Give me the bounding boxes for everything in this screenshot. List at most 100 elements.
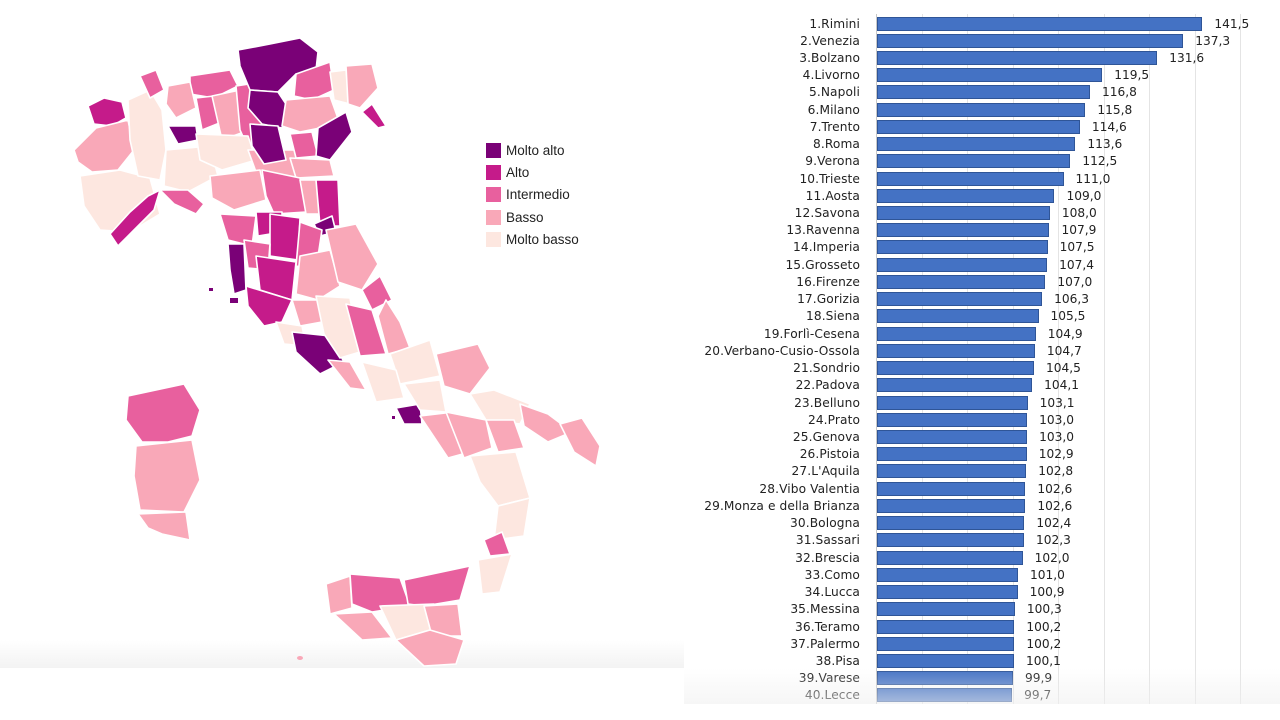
bar-row: 22.Padova 104,1	[0, 378, 1280, 395]
region-grosseto	[245, 285, 293, 327]
bar	[877, 585, 1018, 600]
bar	[877, 481, 1026, 496]
bar-value-label: 103,0	[1039, 430, 1075, 445]
bar	[877, 533, 1024, 548]
bar-row: 30.Bologna 102,4	[0, 516, 1280, 533]
bar-row: 19.Forlì-Cesena 104,9	[0, 326, 1280, 344]
bar-row: 8.Roma 113,6	[0, 137, 1280, 154]
bar-category-label: 22.Padova	[795, 378, 860, 393]
bar-category-label: 8.Roma	[813, 137, 860, 152]
bar-value-label: 104,1	[1044, 378, 1080, 393]
bar-category-label: 10.Trieste	[799, 171, 860, 186]
bar-value-label: 114,6	[1091, 119, 1127, 134]
bar	[877, 498, 1026, 513]
bar	[877, 188, 1055, 203]
bar	[877, 240, 1048, 255]
italy-choropleth-map: Molto alto Alto Intermedio Basso Molto b…	[0, 0, 684, 668]
bar-row: 38.Pisa 100,1	[0, 654, 1280, 671]
gridline	[921, 14, 923, 704]
bar-value-label: 100,3	[1026, 602, 1062, 617]
region-piacenza-parma	[209, 169, 267, 211]
bar-value-label: 107,5	[1059, 240, 1095, 255]
bar-category-label: 16.Firenze	[796, 274, 860, 289]
region-venezia	[315, 111, 353, 161]
bar-category-label: 24.Prato	[807, 412, 860, 427]
bar-row: 35.Messina 100,3	[0, 602, 1280, 619]
bar-row: 18.Siena 105,5	[0, 309, 1280, 326]
bar-row: 26.Pistoia 102,9	[0, 447, 1280, 464]
legend-item-basso: Basso	[486, 206, 579, 228]
gridline	[1194, 14, 1196, 704]
bar-row: 27.L'Aquila 102,8	[0, 464, 1280, 481]
region-crotone-catanzaro	[493, 497, 531, 541]
legend-item-intermedio: Intermedio	[486, 184, 579, 206]
region-livorno	[227, 243, 247, 295]
bar	[877, 671, 1014, 686]
legend-item-molto-basso: Molto basso	[486, 228, 579, 250]
bar-value-label: 102,6	[1037, 481, 1073, 496]
bar-row: 13.Ravenna 107,9	[0, 223, 1280, 240]
region-caserta-benevento	[361, 361, 405, 403]
bar-value-label: 100,2	[1026, 636, 1062, 651]
bar	[877, 619, 1015, 634]
region-potenza	[445, 411, 493, 459]
bar-value-label: 112,5	[1082, 154, 1118, 169]
bar-category-label: 13.Ravenna	[786, 223, 860, 238]
bar-value-label: 99,9	[1025, 671, 1053, 686]
bar-value-label: 111,0	[1075, 171, 1111, 186]
bar-category-label: 9.Verona	[805, 154, 860, 169]
bar-category-label: 14.Imperia	[793, 240, 860, 255]
bar-row: 40.Lecce 99,7	[0, 688, 1280, 705]
bar	[877, 137, 1076, 152]
region-catania	[423, 603, 463, 637]
legend-swatch	[486, 187, 501, 203]
bar-category-label: 39.Varese	[798, 671, 860, 686]
bar-row: 1.Rimini 141,5	[0, 16, 1280, 34]
gridline	[1058, 14, 1059, 704]
bar-value-label: 141,5	[1214, 16, 1250, 31]
bar-category-label: 37.Palermo	[790, 636, 860, 651]
bar-category-label: 1.Rimini	[809, 16, 860, 31]
bar-value-label: 107,4	[1059, 257, 1095, 272]
region-pavia-lodi	[195, 133, 257, 171]
bar-row: 3.Bolzano 131,6	[0, 50, 1280, 68]
gridline	[967, 14, 968, 704]
region-trieste	[361, 103, 387, 129]
bar-category-label: 5.Napoli	[809, 85, 860, 100]
bar	[877, 171, 1064, 186]
bar-row: 28.Vibo Valentia 102,6	[0, 481, 1280, 499]
region-torino	[73, 119, 135, 173]
bar	[877, 154, 1071, 169]
bar-row: 37.Palermo 100,2	[0, 636, 1280, 654]
bar-category-label: 2.Venezia	[800, 33, 860, 48]
bar	[877, 636, 1015, 651]
region-perugia	[295, 249, 341, 301]
bar-value-label: 107,9	[1061, 223, 1097, 238]
bar-value-label: 104,7	[1046, 343, 1082, 358]
bar-category-label: 27.L'Aquila	[791, 464, 860, 479]
bar-row: 36.Teramo 100,2	[0, 619, 1280, 637]
bar-value-label: 115,8	[1097, 102, 1133, 117]
gridline	[1103, 14, 1105, 704]
bar	[877, 102, 1086, 117]
region-reggio-calabria	[477, 553, 513, 595]
bar	[877, 68, 1103, 83]
bar-value-label: 102,4	[1036, 516, 1072, 531]
bar-row: 10.Trieste 111,0	[0, 171, 1280, 189]
legend-label: Basso	[506, 209, 544, 225]
bar-category-label: 6.Milano	[807, 102, 860, 117]
bar-row: 24.Prato 103,0	[0, 412, 1280, 430]
bar-category-label: 29.Monza e della Brianza	[704, 498, 860, 513]
bar-row: 21.Sondrio 104,5	[0, 361, 1280, 378]
bar	[877, 85, 1090, 100]
bar-category-label: 34.Lucca	[804, 585, 860, 600]
bar-category-label: 3.Bolzano	[799, 50, 860, 65]
bar	[877, 33, 1184, 48]
bar-row: 2.Venezia 137,3	[0, 33, 1280, 51]
bar	[877, 223, 1050, 238]
bar-value-label: 102,6	[1037, 498, 1073, 513]
bar	[877, 688, 1013, 703]
legend-swatch	[486, 231, 501, 247]
bar	[877, 361, 1034, 376]
bar-category-label: 28.Vibo Valentia	[759, 481, 860, 496]
